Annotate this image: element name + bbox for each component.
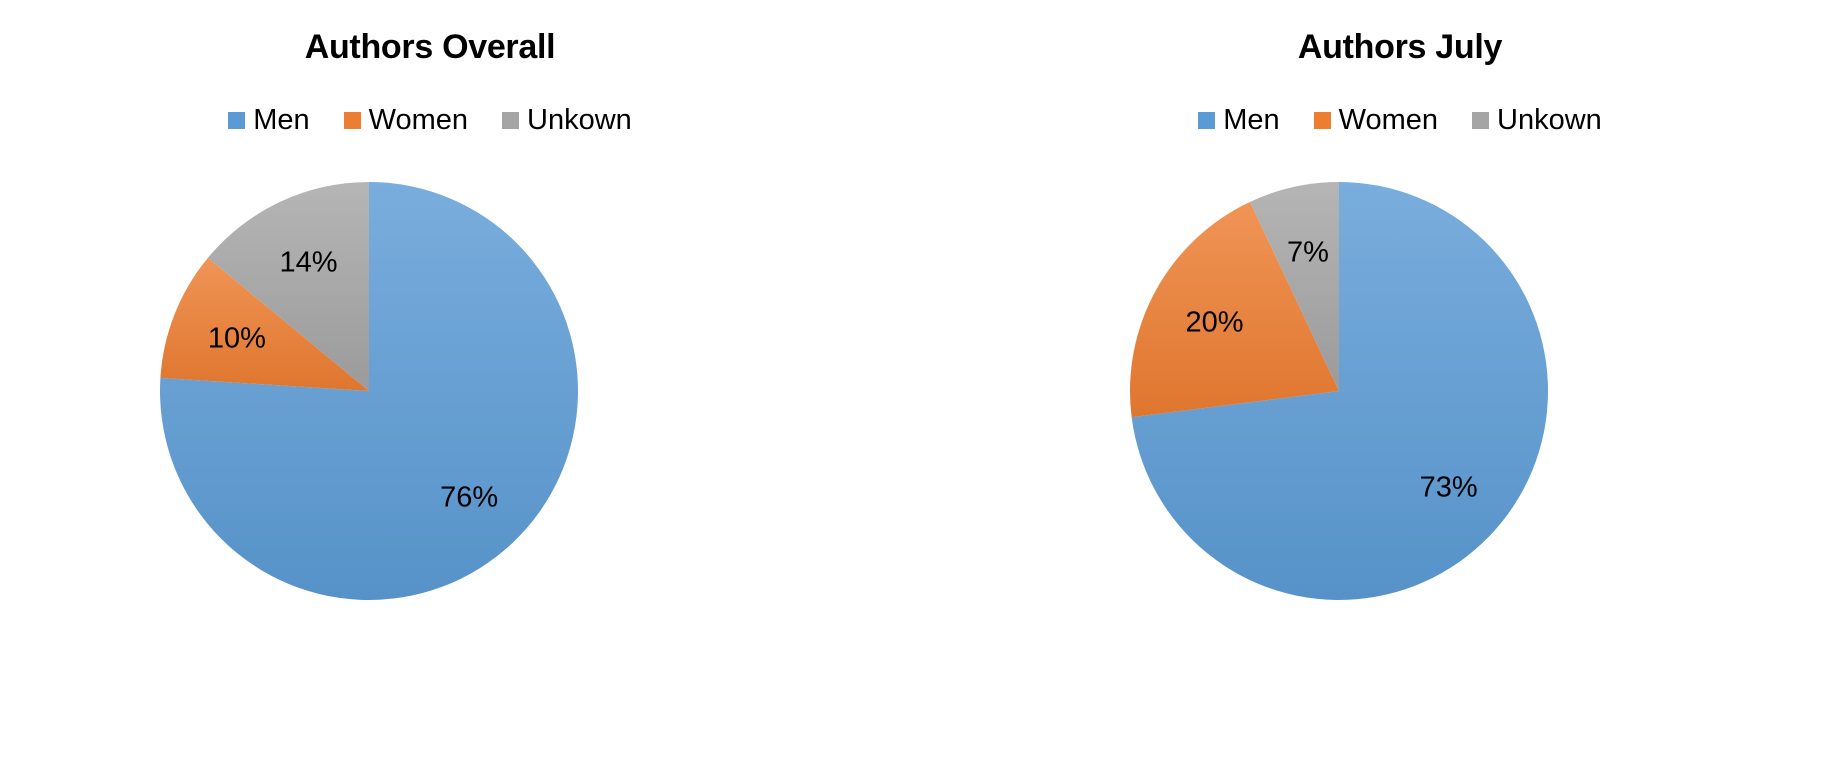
slice-label-women: 20% <box>1185 307 1243 339</box>
legend-label: Women <box>1338 104 1439 136</box>
legend-item-women: Women <box>343 104 469 137</box>
legend-label: Men <box>253 104 310 136</box>
pie-slice-women <box>160 257 369 391</box>
chart-title: Authors July <box>1297 28 1503 66</box>
legend-swatch <box>1313 112 1331 129</box>
legend-swatch <box>343 112 361 129</box>
legend-item-unknown: Unkown <box>502 104 632 137</box>
legend-item-unknown: Unkown <box>1472 104 1602 137</box>
legend-label: Unkown <box>1497 104 1602 136</box>
chart-legend: Men Women Unkown <box>1030 104 1770 137</box>
slice-label-unknown: 7% <box>1287 236 1329 268</box>
chart-authors-overall: Authors Overall Men Women Unkown 76% 10% 1… <box>60 0 800 720</box>
pie-chart: 73% 20% 7% <box>1130 182 1548 600</box>
pie-slice-unknown <box>1250 182 1339 391</box>
legend-swatch <box>1472 112 1490 129</box>
chart-title: Authors Overall <box>304 28 556 66</box>
legend-label: Unkown <box>527 104 632 136</box>
legend-swatch <box>228 112 246 129</box>
legend-item-women: Women <box>1313 104 1439 137</box>
legend-item-men: Men <box>228 104 310 137</box>
slice-label-men: 76% <box>440 482 498 514</box>
pie-slice-men <box>1131 182 1548 600</box>
slice-label-women: 10% <box>208 323 266 355</box>
chart-legend: Men Women Unkown <box>60 104 800 137</box>
legend-swatch <box>1198 112 1216 129</box>
slice-label-unknown: 14% <box>279 246 337 278</box>
legend-label: Men <box>1223 104 1280 136</box>
pie-slice-unknown <box>207 182 369 391</box>
slice-label-men: 73% <box>1420 472 1478 504</box>
legend-label: Women <box>368 104 469 136</box>
pie-chart: 76% 10% 14% <box>160 182 578 600</box>
legend-item-men: Men <box>1198 104 1280 137</box>
legend-swatch <box>502 112 520 129</box>
pie-slice-women <box>1130 201 1339 418</box>
chart-authors-july: Authors July Men Women Unkown 73% 20% 7% <box>1030 0 1770 720</box>
